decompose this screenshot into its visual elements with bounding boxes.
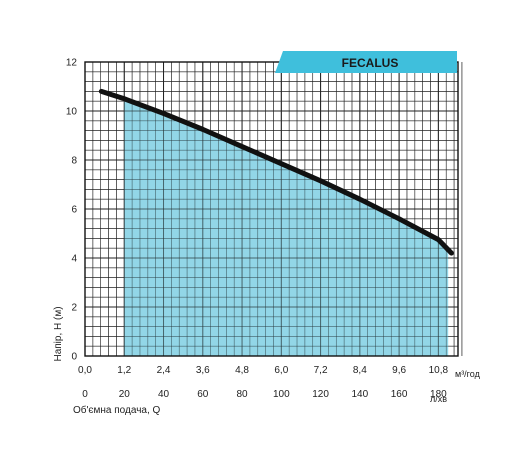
x-tick-label-secondary: 60 bbox=[197, 389, 209, 400]
y-tick-label: 6 bbox=[71, 205, 77, 216]
brand-banner: FECALUS bbox=[275, 51, 457, 73]
y-tick-label: 0 bbox=[71, 352, 77, 363]
x-tick-label-primary: 0,0 bbox=[78, 365, 92, 376]
x-tick-label-secondary: 0 bbox=[82, 389, 88, 400]
x-tick-label-secondary: 80 bbox=[236, 389, 248, 400]
x-tick-label-primary: 4,8 bbox=[235, 365, 249, 376]
x-unit-secondary: л/хв bbox=[430, 394, 447, 404]
y-tick-labels: 0 2 4 6 8 10 12 bbox=[66, 58, 78, 363]
operating-area bbox=[84, 61, 463, 357]
chart-title: FECALUS bbox=[342, 56, 399, 70]
x-unit-primary: м³/год bbox=[455, 369, 481, 379]
curve-layer bbox=[98, 88, 454, 256]
y-tick-label: 4 bbox=[71, 254, 77, 265]
x-tick-label-primary: 8,4 bbox=[353, 365, 367, 376]
x-tick-labels-primary: 0,0 1,2 2,4 3,6 4,8 6,0 7,2 8,4 9,6 10,8 bbox=[78, 365, 448, 376]
x-tick-label-secondary: 180 bbox=[430, 389, 447, 400]
x-tick-label-primary: 3,6 bbox=[196, 365, 210, 376]
grid-overlay bbox=[84, 61, 463, 357]
y-tick-label: 10 bbox=[66, 107, 78, 118]
x-tick-label-secondary: 140 bbox=[351, 389, 368, 400]
x-tick-label-secondary: 20 bbox=[119, 389, 131, 400]
x-tick-label-secondary: 160 bbox=[391, 389, 408, 400]
x-tick-labels-secondary: 0 20 40 60 80 100 120 140 160 180 bbox=[82, 389, 447, 400]
x-tick-label-secondary: 100 bbox=[273, 389, 290, 400]
x-tick-label-primary: 6,0 bbox=[274, 365, 288, 376]
shaded-operating-area bbox=[124, 98, 449, 356]
x-axis-label: Об'ємна подача, Q bbox=[73, 404, 161, 416]
x-tick-label-secondary: 120 bbox=[312, 389, 329, 400]
x-tick-label-primary: 7,2 bbox=[314, 365, 328, 376]
plot-border bbox=[84, 61, 459, 357]
y-tick-label: 12 bbox=[66, 58, 78, 69]
y-tick-label: 8 bbox=[71, 156, 77, 167]
x-tick-label-primary: 2,4 bbox=[157, 365, 171, 376]
y-axis-label: Напір, Н (м) bbox=[53, 306, 64, 361]
x-tick-label-primary: 1,2 bbox=[117, 365, 131, 376]
x-tick-label-primary: 10,8 bbox=[429, 365, 449, 376]
x-tick-label-secondary: 40 bbox=[158, 389, 170, 400]
plot-frame bbox=[84, 61, 459, 357]
brand-banner-shape bbox=[275, 51, 457, 73]
y-tick-label: 2 bbox=[71, 303, 77, 314]
x-tick-label-primary: 9,6 bbox=[392, 365, 406, 376]
